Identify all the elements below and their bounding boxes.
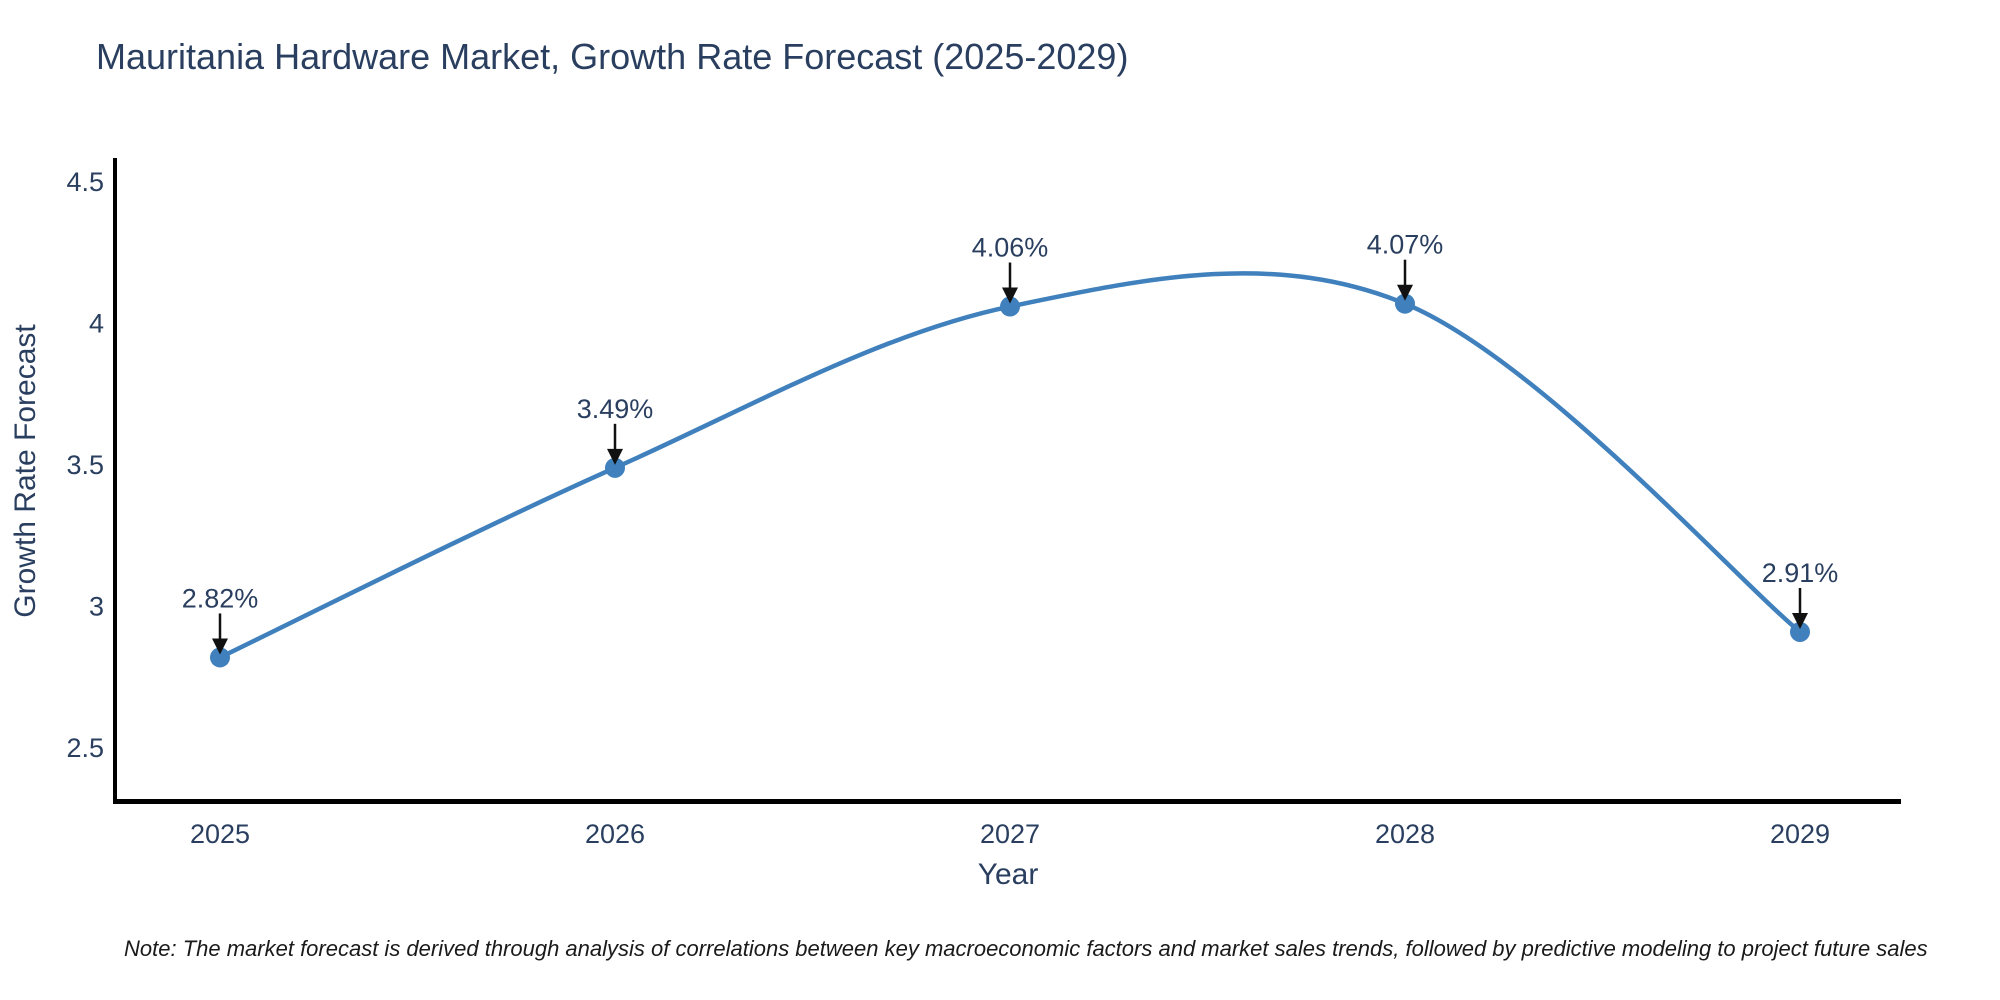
annotation-label: 4.06% xyxy=(972,233,1049,263)
trend-line xyxy=(217,271,1803,660)
chart-title: Mauritania Hardware Market, Growth Rate … xyxy=(96,36,1129,77)
annotation-arrow-shaft xyxy=(1798,587,1802,616)
x-tick-label: 2026 xyxy=(585,819,645,849)
y-axis-line xyxy=(113,158,117,804)
annotation-arrow-head xyxy=(212,638,228,655)
data-point-marker xyxy=(1000,296,1020,317)
x-tick-label: 2029 xyxy=(1770,819,1830,849)
x-axis-line xyxy=(113,799,1901,804)
annotation-arrow-shaft xyxy=(218,613,222,642)
annotation-label: 2.91% xyxy=(1762,558,1839,588)
data-point-marker xyxy=(1790,621,1810,642)
x-tick-label: 2027 xyxy=(980,819,1040,849)
annotation-arrow-head xyxy=(1792,612,1808,629)
x-tick-label: 2028 xyxy=(1375,819,1435,849)
y-tick-label: 2.5 xyxy=(66,733,104,763)
annotation-arrow-head xyxy=(1002,287,1018,304)
annotation-label: 3.49% xyxy=(577,394,654,424)
annotation-arrow-shaft xyxy=(1008,262,1012,291)
x-axis-title: Year xyxy=(977,858,1039,891)
data-point-marker xyxy=(210,647,230,668)
y-tick-label: 3.5 xyxy=(66,450,104,480)
x-tick-label: 2025 xyxy=(190,819,250,849)
annotation-arrow-shaft xyxy=(613,423,617,452)
data-point-marker xyxy=(1395,293,1415,314)
annotation-label: 2.82% xyxy=(182,583,259,613)
footnote: Note: The market forecast is derived thr… xyxy=(124,936,1928,961)
annotation-label: 4.07% xyxy=(1367,230,1444,260)
y-tick-label: 3 xyxy=(89,592,104,622)
y-tick-label: 4 xyxy=(89,309,104,339)
annotation-arrow-shaft xyxy=(1403,259,1407,288)
data-point-marker xyxy=(605,457,625,478)
annotation-arrow-head xyxy=(1397,284,1413,301)
annotation-arrow-head xyxy=(607,448,623,465)
y-tick-label: 4.5 xyxy=(66,167,104,197)
